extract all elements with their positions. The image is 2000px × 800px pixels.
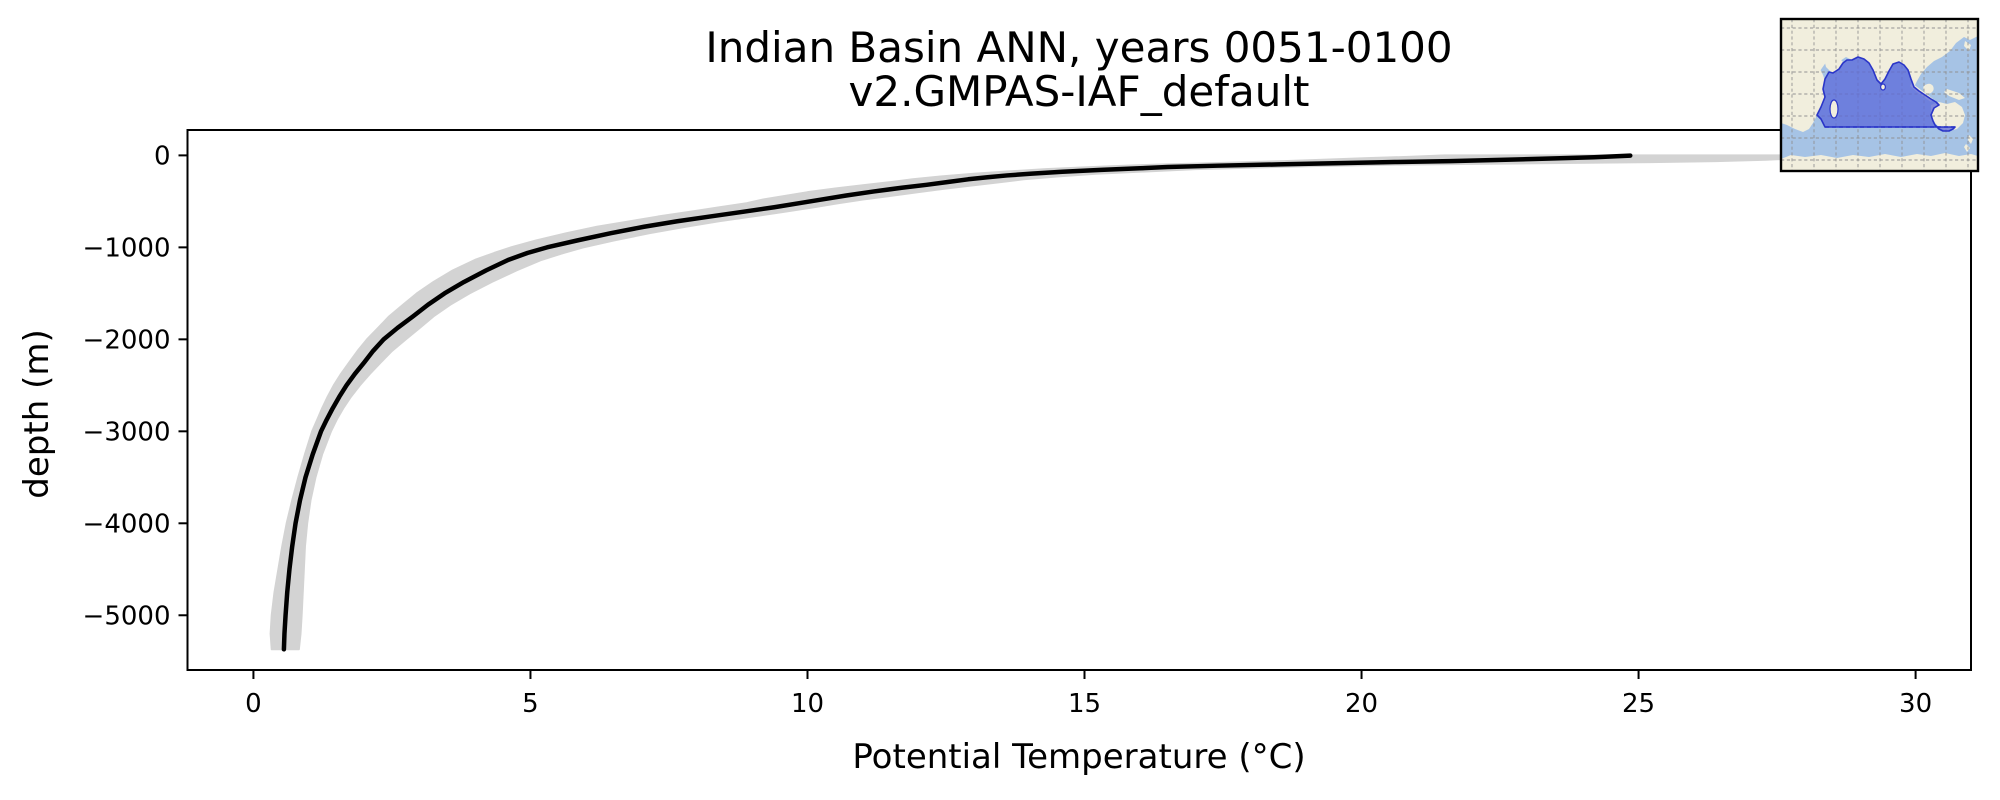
map-land-antarctica [1781, 153, 1978, 171]
x-tick-label: 15 [1068, 689, 1101, 719]
x-tick-label: 5 [522, 689, 539, 719]
y-tick-label: −3000 [83, 417, 171, 447]
map-land-newzealand [1964, 135, 1973, 152]
chart-title: Indian Basin ANN, years 0051-0100 [705, 23, 1452, 72]
map-land-arabia [1824, 53, 1843, 73]
map-land-srilanka [1879, 83, 1886, 91]
y-axis-label: depth (m) [17, 329, 57, 498]
y-tick-label: −4000 [83, 509, 171, 539]
x-axis-ticks: 0 5 10 15 20 25 30 [245, 670, 1932, 719]
x-tick-label: 0 [245, 689, 262, 719]
x-axis-label: Potential Temperature (°C) [852, 737, 1305, 777]
y-tick-label: −5000 [83, 601, 171, 631]
y-tick-label: −1000 [83, 233, 171, 263]
map-land-newguinea [1944, 89, 1965, 100]
mean-profile-line [281, 153, 1633, 652]
x-tick-label: 30 [1899, 689, 1932, 719]
map-land-japan [1964, 41, 1971, 51]
y-tick-label: 0 [154, 141, 171, 171]
map-land-madagascar [1829, 99, 1839, 119]
x-tick-label: 20 [1345, 689, 1378, 719]
map-frame [1779, 17, 1980, 173]
inset-map [1779, 17, 1980, 173]
axes-spines [186, 129, 1972, 671]
chart-subtitle: v2.GMPAS-IAF_default [849, 67, 1310, 116]
x-tick-label: 10 [791, 689, 824, 719]
map-land-australia [1931, 102, 1965, 131]
uncertainty-band [269, 154, 1834, 651]
plot-area [269, 153, 1834, 652]
y-tick-label: −2000 [83, 325, 171, 355]
x-tick-label: 25 [1622, 689, 1655, 719]
map-land-eurasia [1781, 19, 1978, 87]
y-axis-ticks: 0 −1000 −2000 −3000 −4000 −5000 [83, 141, 188, 631]
map-land-borneo [1923, 83, 1934, 94]
